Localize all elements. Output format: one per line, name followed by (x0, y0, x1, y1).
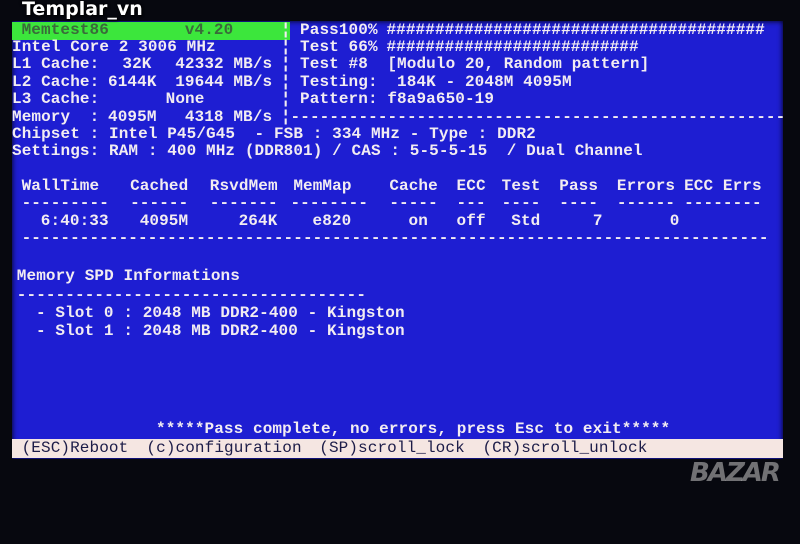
l1-size: 32K (122, 55, 152, 74)
l2-label: L2 Cache: (12, 72, 100, 91)
scroll-lock-key[interactable]: (SP)scroll_lock (319, 439, 465, 457)
underline: -------- (290, 194, 369, 213)
chipset-info: Chipset : Intel P45/G45 - FSB : 334 MHz … (12, 125, 536, 143)
col-errors: Errors (616, 177, 676, 195)
underline: --------- (21, 194, 109, 213)
underline: ------ (616, 194, 676, 213)
l1-label: L1 Cache: (12, 55, 100, 74)
cache-value: on (408, 212, 428, 230)
memory-speed: 4318 MB/s (184, 107, 273, 126)
spd-slot-0: - Slot 0 : 2048 MB DDR2-400 - Kingston (36, 303, 405, 322)
col-rsvdmem: RsvdMem (209, 177, 278, 195)
l3-label: L3 Cache: (12, 90, 100, 109)
separator: ¦ (280, 38, 291, 56)
title-bar: Memtest86 v4.20 (12, 21, 290, 40)
table-header-underline: --------- ------ ------- -------- ----- … (12, 194, 762, 212)
test-name: Test #8 [Modulo 20, Random pattern] (300, 55, 650, 74)
l2-size: 6144K (108, 72, 157, 91)
scroll-unlock-key[interactable]: (CR)scroll_unlock (482, 439, 648, 457)
footer-bar: (ESC)Reboot (c)configuration (SP)scroll_… (12, 439, 783, 458)
memory-size: 4095M (108, 107, 157, 126)
l3-size: None (165, 90, 205, 109)
reboot-key[interactable]: (ESC)Reboot (21, 439, 129, 457)
col-memmap: MemMap (293, 177, 352, 195)
col-test: Test (501, 177, 541, 195)
app-title: Memtest86 (21, 21, 109, 39)
separator: ¦ (280, 55, 291, 74)
memtest-screen: Memtest86 v4.20 Intel Core 2 3006 MHz L1… (12, 21, 786, 459)
col-ecc-errs: ECC Errs (684, 177, 762, 195)
separator: ¦ (280, 21, 291, 39)
pass-value: 7 (592, 212, 603, 230)
app-version: v4.20 (184, 21, 234, 39)
l1-speed: 42332 MB/s (175, 55, 273, 74)
status-message: *****Pass complete, no errors, press Esc… (156, 420, 671, 438)
test-value: Std (511, 212, 541, 230)
spd-divider: ------------------------------------ (16, 285, 367, 304)
table-header: WallTime Cached RsvdMem MemMap Cache ECC… (12, 177, 762, 195)
table-row: 6:40:33 4095M 264K e820 on off Std 7 0 (12, 212, 680, 230)
col-cache: Cache (389, 177, 438, 195)
l2-speed: 19644 MB/s (175, 72, 273, 91)
test-label: Test 66% (300, 38, 378, 56)
underline: ---- (559, 194, 599, 213)
col-cached: Cached (130, 177, 189, 195)
watermark-templar: Templar_vn (22, 0, 143, 20)
pattern: Pattern: f8a9a650-19 (300, 90, 495, 109)
separator: ¦ (280, 72, 291, 91)
spd-slot-1: - Slot 1 : 2048 MB DDR2-400 - Kingston (36, 321, 405, 340)
underline: ------- (209, 194, 278, 213)
col-pass: Pass (559, 177, 599, 195)
memory-label: Memory : (12, 107, 100, 126)
walltime-value: 6:40:33 (40, 212, 109, 230)
underline: ------ (130, 194, 189, 213)
settings-info: Settings: RAM : 400 MHz (DDR801) / CAS :… (12, 142, 643, 161)
cached-value: 4095M (139, 212, 189, 230)
underline: -------- (684, 194, 762, 213)
col-ecc: ECC (456, 177, 486, 195)
separator-dashes: ¦---------------------------------------… (280, 107, 786, 126)
underline: --- (456, 194, 486, 213)
ecc-value: off (456, 212, 486, 230)
separator: ¦ (280, 90, 291, 109)
pass-label: Pass100% (300, 21, 378, 39)
pass-progress-bar: ####################################### (386, 21, 765, 39)
table-divider: ----------------------------------------… (21, 229, 769, 248)
cpu-info: Intel Core 2 3006 MHz (12, 38, 216, 56)
spd-title: Memory SPD Informations (16, 267, 240, 285)
col-walltime: WallTime (21, 177, 100, 195)
errors-value: 0 (669, 212, 680, 230)
watermark-bazar: BAZAR (690, 458, 781, 488)
rsvdmem-value: 264K (238, 212, 278, 230)
test-progress-bar: ########################## (386, 38, 639, 56)
underline: ----- (389, 194, 438, 213)
underline: ---- (501, 194, 541, 213)
memmap-value: e820 (312, 212, 352, 230)
configuration-key[interactable]: (c)configuration (146, 439, 302, 457)
testing-range: Testing: 184K - 2048M 4095M (300, 72, 572, 91)
